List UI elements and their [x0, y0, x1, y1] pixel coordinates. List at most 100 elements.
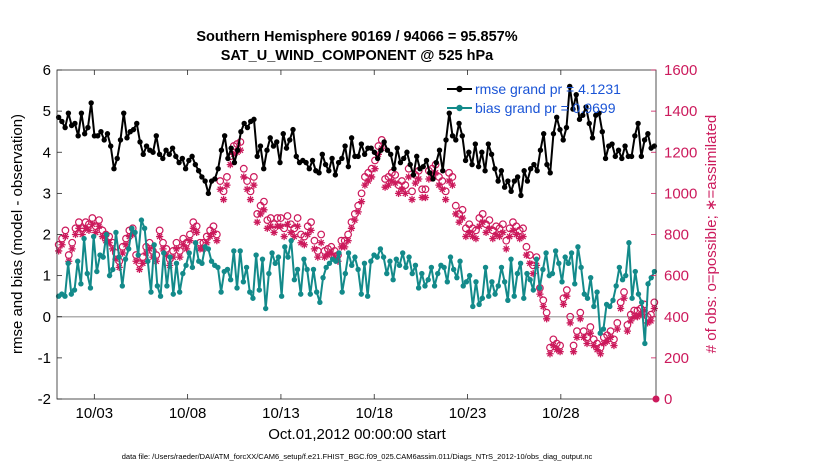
rmse-point [466, 149, 472, 155]
rmse-point [560, 137, 566, 143]
rmse-point [501, 184, 508, 190]
rmse-point [124, 135, 130, 141]
bias-point [447, 254, 454, 260]
obs-assimilated-point [216, 185, 224, 193]
rmse-point [635, 120, 641, 127]
x-tick-label: 10/28 [542, 405, 580, 422]
bias-point [141, 225, 148, 232]
rmse-point [479, 149, 485, 155]
obs-assimilated-point [317, 239, 325, 247]
obs-assimilated-point [580, 333, 588, 341]
obs-assimilated-point [139, 259, 147, 267]
rmse-point [449, 133, 456, 139]
bias-point [514, 270, 521, 277]
rmse-point [108, 143, 114, 149]
obs-assimilated-point [368, 173, 376, 181]
bias-point [100, 254, 106, 260]
obs-possible-point [273, 214, 282, 222]
bias-point [607, 303, 613, 310]
bias-point [298, 291, 304, 297]
obs-assimilated-point [536, 290, 544, 298]
chart-subtitle: SAT_U_WIND_COMPONENT @ 525 hPa [221, 48, 494, 64]
obs-assimilated-point [236, 146, 245, 154]
bias-point [231, 248, 237, 254]
obs-assimilated-point [105, 239, 113, 247]
bias-point [431, 283, 438, 289]
bias-point [422, 283, 428, 289]
obs-assimilated-point [280, 232, 288, 241]
bias-point [415, 285, 422, 291]
rmse-point [641, 137, 648, 143]
bias-point [94, 268, 100, 275]
rmse-point [156, 151, 163, 158]
obs-assimilated-point [129, 230, 137, 239]
bias-point [562, 254, 568, 260]
obs-assimilated-point [75, 224, 83, 232]
y2-tick-label: 600 [664, 268, 689, 285]
bias-point [521, 295, 527, 301]
obs-assimilated-point [294, 222, 302, 230]
obs-assimilated-point [58, 241, 66, 249]
rmse-point [182, 166, 189, 172]
obs-possible-point [216, 177, 225, 185]
obs-assimilated-point [522, 251, 531, 259]
bias-point [597, 330, 603, 336]
rmse-point [140, 151, 146, 158]
obs-assimilated-point [219, 195, 228, 204]
bias-point [610, 297, 616, 303]
obs-assimilated-point [586, 329, 594, 337]
rmse-point [202, 178, 208, 184]
obs-assimilated-point [260, 206, 268, 214]
rmse-series [55, 83, 658, 199]
obs-assimilated-point [529, 269, 537, 278]
obs-assimilated-point [415, 175, 423, 183]
y2-tick-label: 1600 [664, 62, 697, 79]
legend-rmse-label: rmse grand pr = 4.1231 [475, 81, 621, 97]
rmse-point [316, 170, 322, 176]
rmse-point [78, 110, 85, 116]
obs-assimilated-point [209, 228, 218, 237]
bias-point [508, 256, 514, 262]
obs-assimilated-point [226, 160, 234, 169]
obs-assimilated-point [331, 253, 339, 261]
bias-point [62, 293, 68, 299]
y2-tick-label: 0 [664, 391, 672, 408]
obs-assimilated-point [408, 195, 416, 204]
bias-point [103, 231, 110, 238]
rmse-point [153, 133, 159, 139]
obs-assimilated-point [590, 341, 598, 350]
obs-assimilated-point [627, 317, 635, 325]
rmse-point [563, 124, 570, 131]
rmse-point [339, 155, 345, 162]
rmse-point [609, 141, 615, 147]
obs-assimilated-point [267, 222, 275, 230]
bias-point [288, 237, 294, 244]
obs-assimilated-point [206, 232, 214, 241]
rmse-point [241, 120, 247, 127]
obs-assimilated-point [314, 253, 322, 261]
bias-point [444, 279, 451, 285]
bias-point [301, 256, 307, 262]
rmse-point [72, 120, 78, 127]
rmse-point [459, 133, 466, 139]
rmse-point [534, 168, 540, 174]
obs-assimilated-point [556, 348, 564, 356]
rmse-point [225, 155, 231, 162]
bias-point [253, 252, 259, 258]
rmse-point [166, 151, 173, 158]
rmse-point [134, 120, 140, 127]
rmse-point [98, 128, 104, 135]
bias-point [304, 266, 310, 273]
y2-tick-label: 1200 [664, 144, 697, 161]
rmse-point [62, 124, 68, 131]
y-tick-label: 1 [43, 268, 51, 285]
obs-assimilated-point [623, 327, 631, 335]
bias-point [349, 262, 355, 269]
obs-assimilated-point [425, 175, 433, 183]
rmse-point [433, 159, 439, 166]
bias-point [145, 258, 151, 264]
bias-point [524, 270, 530, 277]
bias-point [224, 266, 231, 273]
rmse-point [199, 174, 205, 180]
obs-assimilated-point [617, 304, 625, 313]
